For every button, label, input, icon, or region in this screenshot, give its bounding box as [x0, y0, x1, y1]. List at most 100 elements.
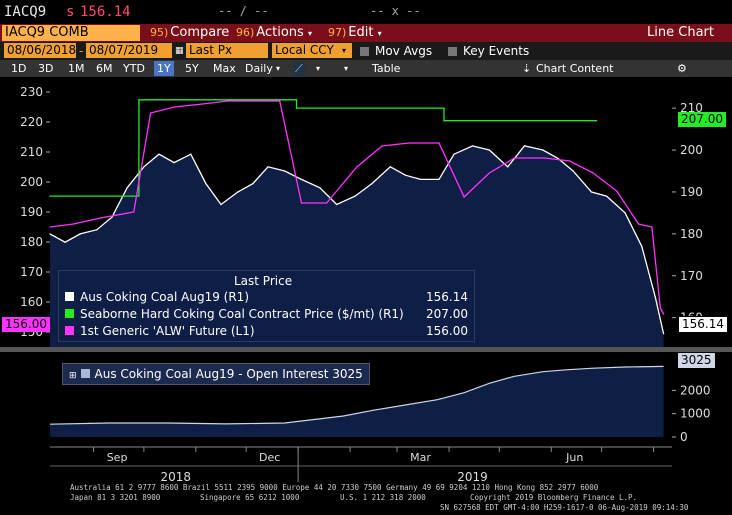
data-point-s0-1 [64, 241, 66, 243]
right-tick-label: 200 [680, 143, 703, 157]
range-ytd[interactable]: YTD [123, 62, 145, 75]
range-6m[interactable]: 6M [96, 62, 113, 75]
data-point-s2-14 [408, 142, 410, 144]
chevron-down-icon[interactable]: ▾ [342, 46, 347, 55]
data-point-s1-6 [443, 120, 445, 122]
legend-item-aus-coking: Aus Coking Coal Aug19 (R1) [65, 290, 249, 304]
chart-content-icon[interactable]: ⇣ [522, 62, 532, 75]
data-point-s2-23 [637, 223, 640, 225]
gear-icon[interactable]: ⚙ [677, 62, 687, 75]
legend-title: Last Price [234, 274, 293, 288]
start-date-input[interactable]: 08/06/2018 [4, 43, 76, 58]
panel-divider [0, 347, 732, 352]
data-point-s2-24 [651, 226, 653, 228]
left-tick-label: 180 [20, 235, 43, 249]
footer-contacts-japan: Japan 81 3 3201 8900 [70, 493, 161, 502]
range-1d[interactable]: 1D [11, 62, 27, 75]
data-point-s0-15 [284, 170, 286, 172]
data-point-s0-34 [606, 195, 608, 197]
alw-future-last-tag: 156.00 [2, 317, 50, 332]
data-point-s1-7 [596, 120, 598, 122]
footer-contacts-singapore: Singapore 65 6212 1000 [200, 493, 300, 502]
key-events-toggle[interactable]: Key Events [448, 44, 529, 58]
range-3d[interactable]: 3D [38, 62, 54, 75]
legend-swatch [65, 326, 74, 335]
chart-canvas: 1501601701801902002102202301601701801902… [0, 77, 732, 482]
data-point-s1-4 [295, 107, 298, 109]
toolbar: 1D 3D 1M 6M YTD 1Y 5Y Max Daily ▾ ⟋ ▾ ▾ … [0, 60, 732, 77]
mov-avgs-toggle[interactable]: Mov Avgs [360, 44, 432, 58]
year-label-2018: 2018 [160, 470, 191, 482]
expand-icon[interactable]: ⊞ [69, 371, 77, 381]
footer-contacts-us: U.S. 1 212 318 2000 [340, 493, 426, 502]
data-point-s0-26 [471, 145, 474, 147]
edit-button[interactable]: 97) Edit ▾ [328, 25, 382, 41]
data-point-s2-19 [544, 157, 546, 159]
data-point-s2-5 [173, 106, 175, 108]
left-tick-label: 160 [20, 295, 43, 309]
data-point-s0-33 [590, 191, 593, 193]
range-1m[interactable]: 1M [68, 62, 85, 75]
data-point-s2-20 [569, 160, 571, 162]
legend-label: Seaborne Hard Coking Coal Contract Price… [80, 307, 404, 321]
data-point-s0-19 [354, 195, 356, 197]
footer-session-info: SN 627568 EDT GMT-4:00 H259-1617-0 06-Au… [440, 503, 689, 512]
chevron-down-icon[interactable]: ▾ [316, 64, 321, 73]
range-1y[interactable]: 1Y [154, 61, 174, 76]
actions-button[interactable]: 96) Actions ▾ [236, 25, 312, 41]
settings-bar: 08/06/2018 - 08/07/2019 ▦ Last Px Local … [0, 42, 732, 60]
axes: 1501601701801902002102202301601701801902… [0, 85, 732, 482]
data-point-s2-16 [463, 196, 465, 198]
data-point-s2-21 [592, 172, 594, 174]
left-tick-label: 190 [20, 205, 43, 219]
legend-item-alw-future: 1st Generic 'ALW' Future (L1) [65, 324, 255, 338]
data-point-s2-25 [659, 307, 661, 309]
security-input[interactable]: IACQ9 COMB Comdty [2, 25, 140, 56]
ticker: IACQ9 [4, 4, 47, 20]
data-point-s2-26 [663, 313, 665, 315]
data-point-s0-3 [96, 229, 98, 231]
field-select[interactable]: Last Px [186, 43, 268, 58]
data-point-s1-2 [138, 99, 140, 101]
chevron-down-icon[interactable]: ▾ [344, 64, 349, 73]
footer-copyright: Copyright 2019 Bloomberg Finance L.P. [470, 493, 638, 502]
bid-ask: -- / -- [218, 4, 269, 18]
x-tick-label: Jun [565, 451, 583, 464]
range-5y[interactable]: 5Y [185, 62, 199, 75]
left-tick-label: 220 [20, 115, 43, 129]
data-point-s1-3 [295, 99, 298, 101]
data-point-s2-22 [616, 190, 618, 192]
data-point-s2-15 [438, 142, 440, 144]
data-point-s0-21 [389, 166, 391, 168]
left-tick-label: 210 [20, 145, 43, 159]
end-date-input[interactable]: 08/07/2019 [86, 43, 172, 58]
range-max[interactable]: Max [213, 62, 236, 75]
data-point-s2-13 [381, 145, 383, 147]
data-point-s0-35 [624, 212, 626, 214]
legend: Last Price Aus Coking Coal Aug19 (R1) 15… [58, 270, 475, 342]
data-point-s0-29 [523, 145, 526, 147]
data-point-s2-12 [356, 166, 358, 168]
compare-label: Compare [170, 25, 230, 40]
legend-value: 156.00 [426, 324, 468, 338]
data-point-s0-5 [126, 187, 128, 189]
currency-select[interactable]: Local CCY [272, 43, 352, 58]
key-events-label: Key Events [463, 44, 530, 58]
compare-button[interactable]: 95) Compare [150, 25, 229, 41]
calendar-icon[interactable]: ▦ [175, 46, 184, 56]
data-point-s0-12 [237, 191, 239, 193]
data-point-s0-14 [267, 166, 269, 168]
table-button[interactable]: Table [372, 62, 401, 75]
line-chart-icon[interactable]: ⟋ [293, 61, 305, 76]
chart-type-title: Line Chart [647, 25, 714, 40]
periodicity-select[interactable]: Daily [245, 62, 273, 75]
size: -- x -- [370, 4, 421, 18]
data-point-s0-17 [319, 187, 321, 189]
compare-num: 95) [150, 26, 169, 39]
chart-content-button[interactable]: Chart Content [536, 62, 614, 75]
chevron-down-icon[interactable]: ▾ [276, 64, 281, 73]
seaborne-last-tag: 207.00 [678, 112, 726, 127]
title-bar: IACQ9 s 156.14 -- / -- -- x -- [0, 0, 732, 24]
data-point-s2-2 [99, 217, 101, 219]
right-tick-label: 210 [680, 101, 703, 115]
